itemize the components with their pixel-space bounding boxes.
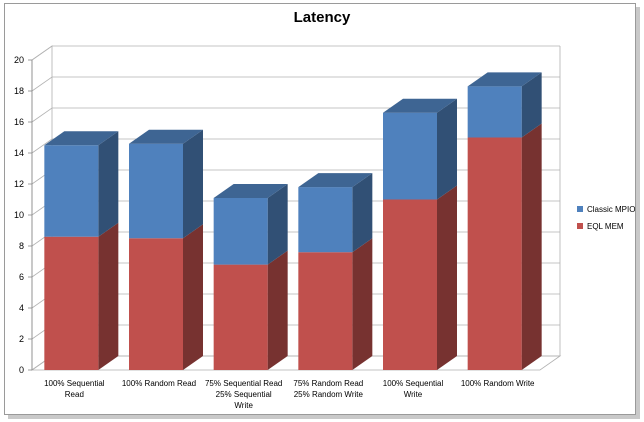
bar-segment <box>467 123 542 370</box>
y-tick-label: 14 <box>14 148 24 158</box>
bar-top <box>44 131 119 146</box>
bar-front <box>383 199 437 370</box>
bar-segment <box>129 129 203 239</box>
x-tick-label: 75% Random Read 25% Random Write <box>293 379 363 399</box>
x-tick-label: 100% Random Write <box>461 379 535 388</box>
bar-front <box>129 143 183 239</box>
bar-segment <box>44 222 119 370</box>
y-tick-label: 4 <box>19 303 24 313</box>
bar-side <box>98 222 119 370</box>
legend-swatch <box>577 206 583 212</box>
bar-top <box>298 173 373 188</box>
bar-side <box>183 129 203 239</box>
legend-label: EQL MEM <box>587 222 624 231</box>
bar-side <box>437 185 457 370</box>
bar-side <box>437 98 457 200</box>
bar-side <box>521 123 542 370</box>
y-tick-label: 12 <box>14 179 24 189</box>
bar-front <box>44 236 99 370</box>
bar-side <box>267 183 288 265</box>
x-tick-label: 100% Sequential Read <box>44 379 105 399</box>
bar-side <box>267 250 288 370</box>
bar-front <box>298 187 353 253</box>
bar-segment <box>298 238 373 370</box>
bar-segment <box>383 185 457 370</box>
bar-top <box>213 183 288 198</box>
bar-front <box>383 112 437 200</box>
x-axis-labels: 100% Sequential Read 100% Random Read 75% S… <box>44 379 535 410</box>
x-tick-label: 75% Sequential Read 25% Sequential Write <box>205 379 282 410</box>
y-tick-label: 2 <box>19 334 24 344</box>
y-tick-label: 20 <box>14 55 24 65</box>
bar-side <box>183 224 203 370</box>
bar-top <box>129 129 203 144</box>
bar-segment <box>129 224 203 370</box>
bar-front <box>213 264 268 370</box>
legend-swatch <box>577 223 583 229</box>
bar-segment <box>298 173 373 253</box>
y-tick-label: 0 <box>19 365 24 375</box>
bar-front <box>44 145 99 237</box>
bar-side <box>352 238 373 370</box>
bar-side <box>521 72 542 138</box>
x-tick-label: 100% Sequential Write <box>383 379 444 399</box>
bar-segment <box>44 131 119 237</box>
bars <box>44 72 542 370</box>
bar-front <box>467 137 522 370</box>
bar-side <box>352 173 373 253</box>
bar-segment <box>383 98 457 200</box>
legend: Classic MPIO EQL MEM <box>577 205 635 231</box>
chart-title: Latency <box>294 9 351 26</box>
bar-top <box>467 72 542 87</box>
bar-segment <box>213 183 288 265</box>
bar-front <box>467 86 522 138</box>
y-tick-label: 6 <box>19 272 24 282</box>
gridline <box>31 45 560 61</box>
bar-segment <box>213 250 288 370</box>
bar-front <box>298 252 353 370</box>
bar-top <box>383 98 457 113</box>
bar-front <box>213 197 268 265</box>
y-tick-label: 18 <box>14 86 24 96</box>
bar-segment <box>467 72 542 138</box>
x-tick-label: 100% Random Read <box>122 379 196 388</box>
y-axis: 0 2 4 6 8 10 12 14 16 18 20 <box>14 55 33 375</box>
bar-front <box>129 238 183 370</box>
legend-label: Classic MPIO <box>587 205 635 214</box>
y-tick-label: 8 <box>19 241 24 251</box>
y-tick-label: 10 <box>14 210 24 220</box>
bar-side <box>98 131 119 237</box>
gridline <box>31 76 560 92</box>
y-tick-label: 16 <box>14 117 24 127</box>
